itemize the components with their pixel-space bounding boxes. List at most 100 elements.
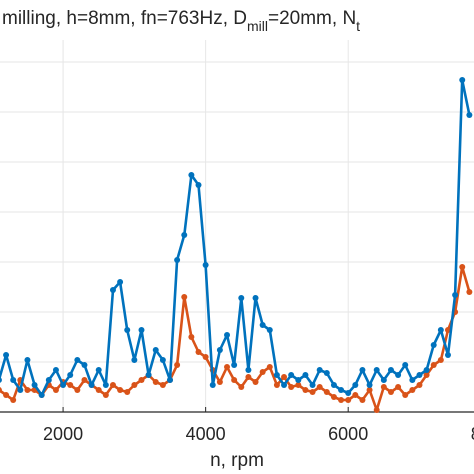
data-point — [466, 112, 473, 118]
data-point — [366, 387, 373, 393]
data-point — [74, 387, 81, 393]
data-point — [52, 367, 59, 373]
title-part: =20mm, N — [268, 8, 356, 29]
data-point — [52, 387, 59, 393]
data-point — [416, 382, 423, 388]
data-point — [459, 264, 466, 270]
data-point — [345, 390, 352, 396]
data-point — [117, 279, 124, 285]
data-point — [259, 369, 266, 375]
data-point — [281, 382, 288, 388]
x-axis-label: n, rpm — [210, 450, 264, 471]
data-point — [231, 377, 238, 383]
data-point — [131, 382, 138, 388]
data-point — [181, 294, 188, 300]
x-tick-label: 8000 — [471, 424, 474, 444]
data-point — [17, 387, 24, 393]
data-point — [81, 377, 88, 383]
data-point — [266, 327, 273, 333]
data-point — [373, 367, 380, 373]
data-point — [202, 262, 209, 268]
data-point — [423, 367, 430, 373]
data-point — [81, 362, 88, 368]
data-point — [3, 392, 10, 398]
data-point — [295, 382, 302, 388]
data-point — [338, 387, 345, 393]
data-point — [10, 397, 17, 403]
data-point — [174, 257, 181, 263]
data-point — [330, 394, 337, 400]
data-point — [395, 372, 402, 378]
data-point — [323, 389, 330, 395]
data-point — [238, 384, 245, 390]
data-point — [259, 322, 266, 328]
data-point — [224, 364, 231, 370]
data-point — [159, 357, 166, 363]
data-point — [266, 364, 273, 370]
data-point — [416, 372, 423, 378]
data-point — [117, 387, 124, 393]
data-point — [216, 347, 223, 353]
data-point — [124, 327, 131, 333]
data-point — [238, 295, 245, 301]
data-point — [166, 377, 173, 383]
data-point — [152, 379, 159, 385]
data-point — [323, 370, 330, 376]
data-point — [24, 357, 31, 363]
data-point — [67, 372, 74, 378]
data-point — [281, 374, 288, 380]
data-point — [181, 232, 188, 238]
data-point — [60, 382, 67, 388]
data-point — [316, 384, 323, 390]
data-point — [316, 367, 323, 373]
data-point — [288, 372, 295, 378]
x-tick-label: 2000 — [43, 424, 83, 444]
data-point — [245, 367, 252, 373]
data-point — [245, 374, 252, 380]
data-point — [366, 382, 373, 388]
data-point — [295, 377, 302, 383]
data-point — [359, 397, 366, 403]
data-point — [302, 387, 309, 393]
data-point — [188, 172, 195, 178]
data-point — [209, 382, 216, 388]
grid — [0, 40, 474, 413]
title-part: milling, h=8mm, fn=763Hz, D — [2, 8, 247, 29]
data-point — [188, 334, 195, 340]
data-point — [131, 357, 138, 363]
data-point — [10, 377, 17, 383]
data-point — [3, 352, 10, 358]
data-point — [0, 377, 2, 383]
data-point — [102, 392, 109, 398]
data-point — [252, 295, 259, 301]
data-point — [38, 392, 45, 398]
x-tick-label: 4000 — [186, 424, 226, 444]
data-point — [387, 389, 394, 395]
data-point — [273, 372, 280, 378]
data-point — [288, 384, 295, 390]
data-point — [224, 332, 231, 338]
data-point — [109, 287, 116, 293]
data-point — [95, 387, 102, 393]
data-point — [252, 379, 259, 385]
title-subscript: t — [356, 18, 360, 34]
data-point — [437, 327, 444, 333]
data-point — [31, 382, 38, 388]
data-point — [138, 377, 145, 383]
data-point — [387, 367, 394, 373]
data-point — [409, 377, 416, 383]
data-point — [302, 372, 309, 378]
data-point — [345, 397, 352, 403]
data-point — [330, 382, 337, 388]
data-point — [409, 387, 416, 393]
chart-title: milling, h=8mm, fn=763Hz, Dmill=20mm, Nt — [2, 8, 360, 34]
data-point — [145, 372, 152, 378]
data-point — [88, 382, 95, 388]
data-point — [359, 367, 366, 373]
data-point — [174, 362, 181, 368]
data-point — [45, 377, 52, 383]
data-point — [67, 382, 74, 388]
data-point — [95, 367, 102, 373]
data-point — [309, 389, 316, 395]
